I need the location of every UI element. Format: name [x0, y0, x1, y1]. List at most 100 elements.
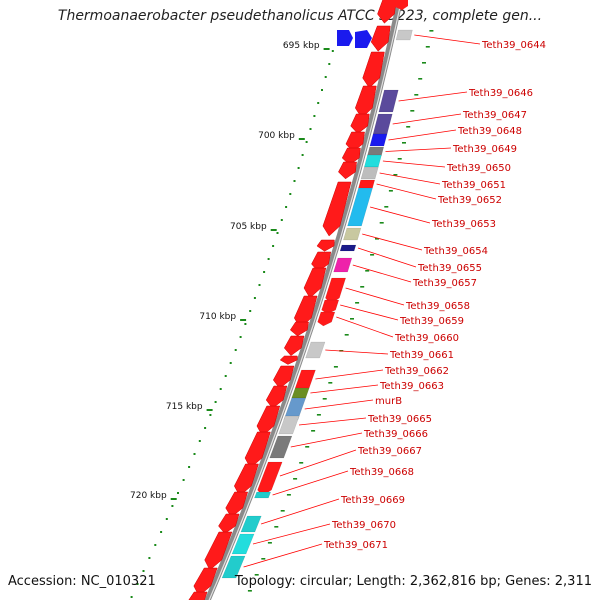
gene-arrow — [225, 491, 249, 518]
gene-label: Teth39_0662 — [384, 366, 449, 377]
kbp-label: 715 kbp — [166, 402, 203, 412]
gene-arrow — [289, 321, 309, 337]
gene-label: Teth39_0665 — [367, 414, 432, 425]
gene-label: Teth39_0650 — [446, 163, 511, 174]
label-leader-line — [398, 91, 468, 102]
ring-dot — [182, 479, 185, 481]
ring-dot — [160, 531, 163, 533]
gene-arrow — [322, 181, 352, 237]
label-leader-line — [376, 183, 437, 200]
scale-tick — [267, 542, 272, 544]
ring-dot — [204, 427, 207, 429]
ring-dot — [234, 349, 237, 351]
gene-label: Teth39_0667 — [357, 446, 422, 457]
gene-block — [378, 89, 399, 113]
gene-label: Teth39_0663 — [379, 381, 444, 392]
gene-arrow — [265, 385, 288, 409]
scale-tick — [293, 478, 298, 480]
label-leader-line — [369, 206, 431, 224]
label-leader-line — [325, 349, 389, 355]
ring-dot — [324, 76, 327, 78]
gene-block — [231, 533, 255, 555]
gene-arrow — [204, 531, 233, 571]
gene-label: Teth39_0646 — [468, 88, 533, 99]
gene-arrow — [279, 355, 298, 365]
gene-block — [269, 435, 293, 459]
ring-dot — [258, 284, 261, 286]
ring-dot — [313, 115, 316, 117]
scale-tick — [299, 462, 304, 464]
kbp-tick — [323, 48, 330, 50]
kbp-tick — [206, 409, 213, 411]
kbp-labels: 695 kbp 700 kbp 705 kbp 710 kbp 715 kbp 720 k… — [130, 41, 330, 501]
kbp-tick — [240, 319, 247, 321]
label-leader-line — [340, 304, 399, 321]
ring-dot — [285, 206, 288, 208]
right-strand-genes[interactable] — [221, 29, 413, 579]
gene-arrow — [350, 113, 370, 134]
scale-tick — [305, 446, 310, 448]
ring-dot — [301, 154, 304, 156]
ring-dot — [239, 336, 242, 338]
ring-dot — [193, 453, 196, 455]
gene-block — [278, 415, 300, 435]
scale-tick — [360, 286, 365, 288]
gene-label: Teth39_0659 — [399, 316, 464, 327]
scale-tick — [322, 398, 327, 400]
genome-backbone — [204, 0, 404, 600]
scale-tick — [350, 318, 354, 320]
gene-block — [363, 154, 382, 168]
label-leader-line — [304, 399, 374, 410]
scale-tick — [414, 94, 419, 96]
kbp-label: 710 kbp — [199, 312, 236, 322]
scale-tick — [379, 222, 384, 224]
ring-dot — [136, 583, 139, 585]
gene-labels[interactable]: Teth39_0644 Teth39_0646 Teth39_0647 Teth39_… — [323, 40, 546, 551]
label-leader-line — [362, 233, 423, 251]
scale-tick — [375, 238, 379, 240]
gene-label-lines — [243, 34, 481, 568]
gene-block — [240, 515, 262, 533]
label-leader-line — [414, 34, 481, 45]
label-leader-line — [379, 172, 441, 185]
scale-tick — [418, 78, 423, 80]
gene-block — [366, 146, 385, 157]
label-leader-line — [290, 432, 363, 448]
ring-dot — [154, 544, 157, 546]
gene-arrow — [193, 567, 218, 597]
ring-dot — [267, 258, 270, 260]
gene-block — [283, 397, 307, 421]
ring-dot — [188, 466, 191, 468]
gene-label: Teth39_0666 — [363, 429, 428, 440]
left-strand-genes[interactable] — [186, 0, 408, 600]
ring-dot — [293, 180, 296, 182]
gene-label: Teth39_0660 — [394, 333, 459, 344]
label-leader-line — [310, 384, 379, 394]
ring-dot — [328, 63, 331, 65]
label-leader-line — [388, 129, 457, 141]
genome-backbone-highlight — [208, 0, 403, 600]
gene-block — [317, 311, 336, 327]
scale-tick — [328, 382, 333, 384]
gene-arrow — [273, 365, 295, 389]
scale-tick — [370, 254, 375, 256]
gene-block — [355, 30, 372, 48]
ring-dot — [224, 375, 227, 377]
ring-dot — [253, 297, 256, 299]
gene-block — [221, 555, 246, 579]
kbp-tick — [170, 498, 177, 500]
gene-label: Teth39_0654 — [423, 246, 488, 257]
scale-tick — [280, 510, 285, 512]
label-leader-line — [352, 264, 412, 283]
label-leader-line — [382, 160, 446, 168]
gene-block — [343, 227, 362, 241]
gene-label: Teth39_0668 — [349, 467, 414, 478]
label-leader-line — [392, 113, 462, 125]
ring-dot — [272, 245, 275, 247]
gene-label: Teth39_0657 — [412, 278, 477, 289]
ring-dot — [309, 128, 312, 130]
ring-dot — [142, 570, 145, 572]
gene-label: Teth39_0658 — [405, 301, 470, 312]
label-leader-line — [260, 498, 340, 525]
genome-title: Thermoanaerobacter pseudethanolicus ATCC… — [57, 8, 543, 24]
